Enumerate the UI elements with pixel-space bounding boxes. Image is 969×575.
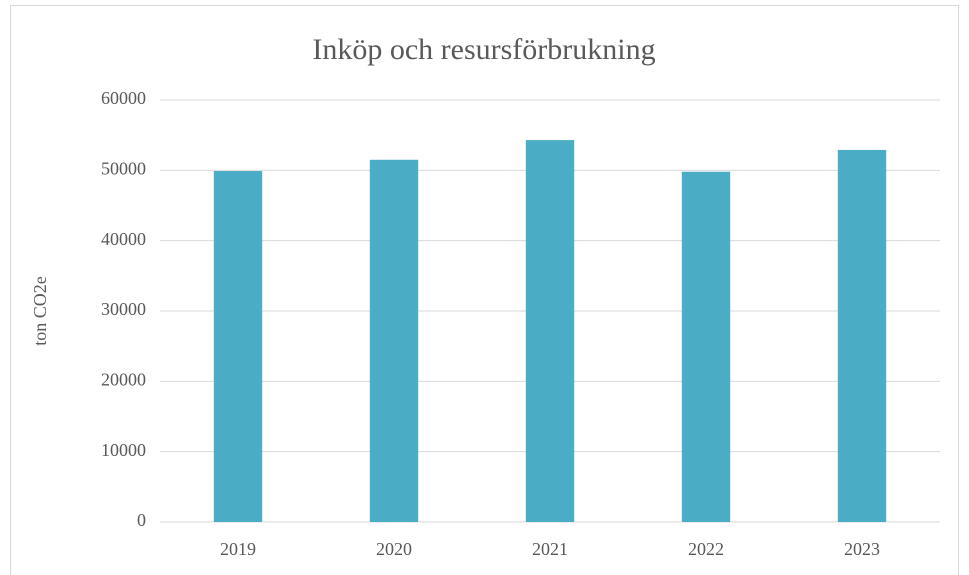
- bar: [837, 149, 887, 523]
- bar: [369, 159, 419, 523]
- bar: [213, 171, 263, 522]
- y-tick-label: 50000: [101, 158, 146, 178]
- y-tick-label: 30000: [101, 299, 146, 319]
- y-tick-label: 10000: [101, 440, 146, 460]
- x-tick-label: 2020: [376, 539, 412, 559]
- chart-title: Inköp och resursförbrukning: [312, 33, 655, 66]
- y-tick-label: 40000: [101, 229, 146, 249]
- x-tick-label: 2023: [844, 539, 880, 559]
- chart-frame: [10, 5, 959, 575]
- y-tick-label: 60000: [101, 88, 146, 108]
- x-tick-label: 2019: [220, 539, 256, 559]
- y-axis-label: ton CO2e: [30, 276, 50, 346]
- x-tick-label: 2022: [688, 539, 724, 559]
- y-tick-label: 20000: [101, 369, 146, 389]
- y-tick-label: 0: [137, 510, 146, 530]
- bar: [525, 140, 575, 522]
- x-tick-label: 2021: [532, 539, 568, 559]
- bar: [681, 171, 731, 523]
